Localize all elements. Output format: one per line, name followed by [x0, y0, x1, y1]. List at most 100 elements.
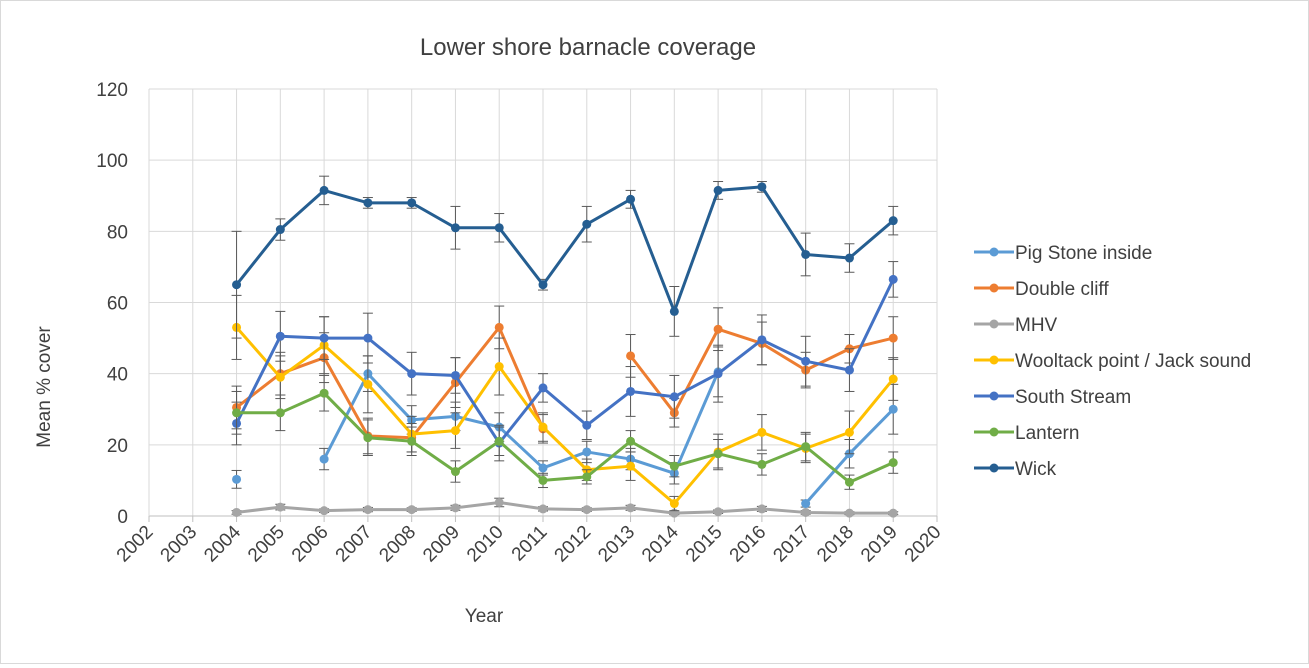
- data-point: [538, 463, 548, 473]
- data-point: [450, 223, 460, 233]
- legend-marker: [989, 391, 999, 401]
- data-point: [494, 436, 504, 446]
- legend-item: Wooltack point / Jack sound: [974, 351, 1251, 372]
- data-point: [844, 508, 854, 518]
- data-point: [669, 306, 679, 316]
- data-point: [363, 505, 373, 515]
- data-point: [407, 369, 417, 379]
- data-point: [713, 449, 723, 459]
- legend-marker: [989, 283, 999, 293]
- x-tick-label: 2015: [682, 522, 727, 567]
- data-point: [319, 333, 329, 343]
- data-point: [363, 198, 373, 208]
- data-point: [669, 499, 679, 509]
- data-point: [450, 370, 460, 380]
- data-point: [757, 427, 767, 437]
- legend-label: MHV: [1015, 315, 1058, 336]
- data-point: [319, 454, 329, 464]
- x-tick-label: 2014: [638, 521, 683, 566]
- data-point: [626, 461, 636, 471]
- series-line: [235, 277, 895, 445]
- data-point: [538, 280, 548, 290]
- data-point: [494, 497, 504, 507]
- legend-item: South Stream: [974, 387, 1131, 408]
- data-point: [494, 362, 504, 372]
- x-tick-label: 2013: [594, 522, 639, 567]
- x-axis-title: Year: [465, 606, 504, 627]
- x-tick-label: 2019: [857, 522, 902, 567]
- data-point: [275, 372, 285, 382]
- data-point: [275, 408, 285, 418]
- legend-marker: [989, 247, 999, 257]
- y-tick-label: 40: [107, 365, 128, 386]
- data-point: [626, 503, 636, 513]
- data-point: [582, 447, 592, 457]
- x-tick-label: 2008: [375, 522, 420, 567]
- data-point: [582, 505, 592, 515]
- data-point: [757, 459, 767, 469]
- legend-marker: [989, 463, 999, 473]
- legend-marker: [989, 355, 999, 365]
- data-point: [626, 386, 636, 396]
- legend-label: Wick: [1015, 459, 1057, 480]
- data-point: [538, 504, 548, 514]
- x-tick-label: 2003: [157, 522, 202, 567]
- data-point: [407, 198, 417, 208]
- data-point: [538, 422, 548, 432]
- data-point: [844, 365, 854, 375]
- data-point: [538, 383, 548, 393]
- data-point: [363, 433, 373, 443]
- x-tick-label: 2020: [901, 522, 946, 567]
- chart-title: Lower shore barnacle coverage: [420, 34, 756, 61]
- data-point: [713, 324, 723, 334]
- series-line: [235, 185, 895, 313]
- data-point: [757, 504, 767, 514]
- data-point: [582, 420, 592, 430]
- data-point: [669, 392, 679, 402]
- legend-item: Lantern: [974, 423, 1079, 444]
- x-tick-label: 2017: [769, 522, 814, 567]
- data-point: [801, 249, 811, 259]
- legend-label: Lantern: [1015, 423, 1079, 444]
- x-tick-label: 2012: [551, 522, 596, 567]
- data-point: [844, 253, 854, 263]
- series-4: [231, 261, 899, 462]
- y-tick-label: 20: [107, 436, 128, 457]
- data-point: [844, 477, 854, 487]
- y-tick-label: 80: [107, 222, 128, 243]
- x-tick-label: 2018: [813, 522, 858, 567]
- data-point: [888, 274, 898, 284]
- data-point: [626, 351, 636, 361]
- data-point: [319, 506, 329, 516]
- data-point: [713, 507, 723, 517]
- legend-label: Pig Stone inside: [1015, 243, 1152, 264]
- data-point: [232, 408, 242, 418]
- data-point: [801, 499, 811, 509]
- legend-item: MHV: [974, 315, 1058, 336]
- data-point: [450, 426, 460, 436]
- data-point: [232, 280, 242, 290]
- data-point: [888, 404, 898, 414]
- x-tick-label: 2009: [419, 522, 464, 567]
- data-point: [669, 461, 679, 471]
- legend-label: Wooltack point / Jack sound: [1015, 351, 1251, 372]
- y-axis-title: Mean % cover: [34, 326, 55, 448]
- data-point: [450, 503, 460, 513]
- data-point: [888, 374, 898, 384]
- data-point: [801, 442, 811, 452]
- data-point: [888, 216, 898, 226]
- data-point: [844, 427, 854, 437]
- legend-item: Pig Stone inside: [974, 243, 1152, 264]
- legend-marker: [989, 427, 999, 437]
- data-point: [275, 225, 285, 235]
- y-tick-label: 100: [96, 151, 128, 172]
- x-tick-label: 2002: [113, 522, 158, 567]
- x-tick-label: 2007: [332, 522, 377, 567]
- x-tick-label: 2010: [463, 522, 508, 567]
- data-point: [232, 474, 242, 484]
- data-point: [450, 467, 460, 477]
- data-point: [713, 369, 723, 379]
